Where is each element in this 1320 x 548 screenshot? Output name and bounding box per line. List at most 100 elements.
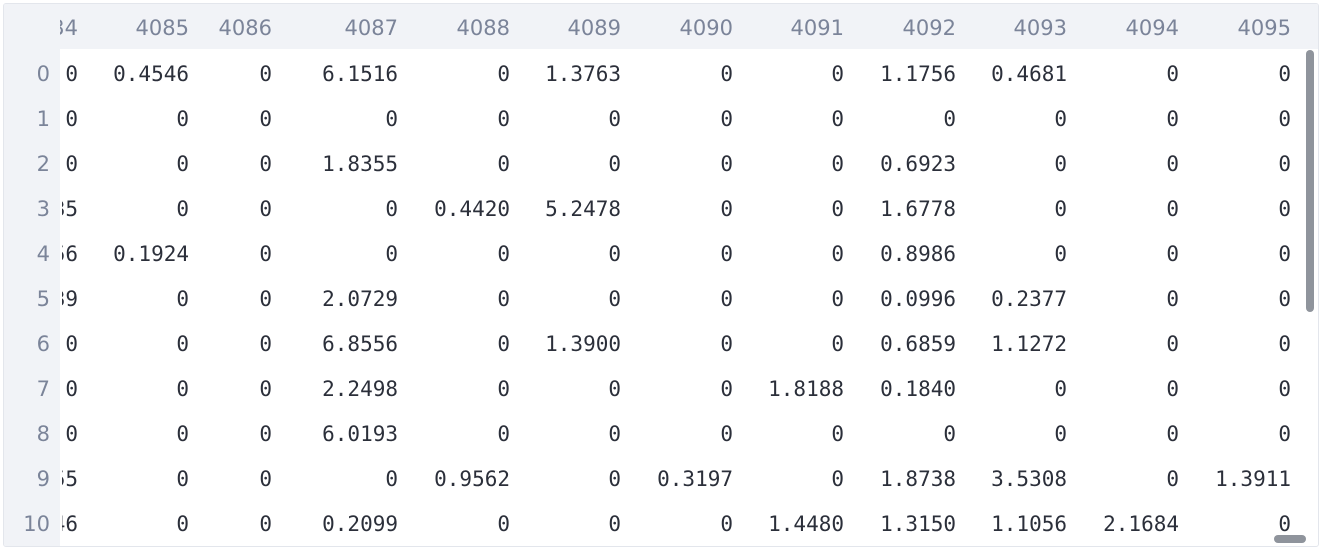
table-cell: 0 bbox=[497, 422, 510, 446]
table-cell: 0 bbox=[176, 287, 189, 311]
table-cell: 0 bbox=[943, 422, 956, 446]
table-cell: 0 bbox=[720, 107, 733, 131]
table-cell-partial: 0 bbox=[65, 107, 78, 131]
table-cell: 0 bbox=[831, 467, 844, 491]
column-header[interactable]: 4094 bbox=[1125, 16, 1179, 40]
table-cell: 0 bbox=[176, 467, 189, 491]
table-cell: 0 bbox=[1054, 377, 1067, 401]
table-cell: 1.8738 bbox=[880, 467, 956, 491]
table-cell: 0 bbox=[608, 152, 621, 176]
table-cell: 0 bbox=[176, 107, 189, 131]
table-cell: 0 bbox=[1166, 467, 1179, 491]
table-cell: 1.3150 bbox=[880, 512, 956, 536]
table-cell-partial: 35 bbox=[52, 197, 78, 221]
table-cell-partial: 0 bbox=[65, 62, 78, 86]
table-cell: 2.2498 bbox=[322, 377, 398, 401]
row-index-label: 8 bbox=[36, 422, 50, 446]
table-cell: 0 bbox=[497, 332, 510, 356]
column-header[interactable]: 4092 bbox=[902, 16, 956, 40]
table-cell: 0.6923 bbox=[880, 152, 956, 176]
column-header[interactable]: 4085 bbox=[135, 16, 189, 40]
table-cell: 0.4681 bbox=[991, 62, 1067, 86]
table-cell: 0 bbox=[385, 467, 398, 491]
table-cell: 0 bbox=[176, 197, 189, 221]
column-header[interactable]: 4091 bbox=[790, 16, 844, 40]
table-cell: 0 bbox=[1278, 377, 1291, 401]
table-cell: 0.1840 bbox=[880, 377, 956, 401]
table-cell: 0 bbox=[1166, 197, 1179, 221]
row-index-column bbox=[4, 4, 60, 546]
table-cell: 0 bbox=[1166, 377, 1179, 401]
table-cell: 0.9562 bbox=[434, 467, 510, 491]
table-cell: 0 bbox=[259, 62, 272, 86]
table-cell: 0 bbox=[720, 242, 733, 266]
table-cell: 0 bbox=[720, 377, 733, 401]
row-index-label: 9 bbox=[36, 467, 50, 491]
table-cell: 0 bbox=[259, 197, 272, 221]
column-header[interactable]: 4088 bbox=[456, 16, 510, 40]
table-cell: 5.2478 bbox=[545, 197, 621, 221]
row-index-label: 2 bbox=[36, 152, 50, 176]
table-cell: 0 bbox=[385, 107, 398, 131]
row-index-label: 7 bbox=[36, 377, 50, 401]
table-cell: 3.5308 bbox=[991, 467, 1067, 491]
dataframe-viewer[interactable]: 34 4085 4086 4087 4088 4089 4090 4091 4092 4093 40… bbox=[3, 3, 1319, 547]
table-cell: 0.3197 bbox=[657, 467, 733, 491]
table-cell: 0 bbox=[831, 62, 844, 86]
row-index-label: 10 bbox=[23, 512, 50, 536]
table-cell: 1.6778 bbox=[880, 197, 956, 221]
table-cell: 0 bbox=[1278, 62, 1291, 86]
table-cell: 0 bbox=[497, 287, 510, 311]
table-cell: 0 bbox=[1054, 107, 1067, 131]
table-cell: 0 bbox=[497, 512, 510, 536]
table-cell-partial: 0 bbox=[65, 422, 78, 446]
table-cell: 0 bbox=[259, 377, 272, 401]
vertical-scrollbar-thumb[interactable] bbox=[1306, 50, 1314, 312]
table-cell: 0 bbox=[497, 62, 510, 86]
column-header[interactable]: 4089 bbox=[567, 16, 621, 40]
table-cell: 0 bbox=[1278, 422, 1291, 446]
table-cell-partial: 0 bbox=[65, 332, 78, 356]
table-cell: 0 bbox=[1166, 332, 1179, 356]
table-cell-partial: 39 bbox=[52, 287, 78, 311]
table-cell: 0 bbox=[497, 377, 510, 401]
table-cell: 0 bbox=[259, 512, 272, 536]
table-cell: 0 bbox=[497, 107, 510, 131]
table-cell: 0.2377 bbox=[991, 287, 1067, 311]
table-cell: 0 bbox=[1054, 422, 1067, 446]
table-cell: 0 bbox=[176, 422, 189, 446]
row-index-label: 4 bbox=[36, 242, 50, 266]
table-cell: 0 bbox=[259, 242, 272, 266]
table-cell: 0 bbox=[1278, 152, 1291, 176]
table-cell: 0 bbox=[831, 287, 844, 311]
table-cell: 0 bbox=[608, 422, 621, 446]
column-header[interactable]: 4093 bbox=[1013, 16, 1067, 40]
table-cell: 0 bbox=[259, 107, 272, 131]
row-index-label: 3 bbox=[36, 197, 50, 221]
table-cell-partial: 0 bbox=[65, 377, 78, 401]
table-cell-partial: 46 bbox=[52, 512, 78, 536]
table-cell: 1.1056 bbox=[991, 512, 1067, 536]
table-cell: 0 bbox=[1278, 512, 1291, 536]
column-header-partial[interactable]: 34 bbox=[51, 16, 78, 40]
column-header[interactable]: 4090 bbox=[679, 16, 733, 40]
row-index-label: 0 bbox=[36, 62, 50, 86]
table-cell: 1.8188 bbox=[768, 377, 844, 401]
table-cell: 0 bbox=[608, 242, 621, 266]
table-cell: 0 bbox=[497, 242, 510, 266]
table-cell: 0 bbox=[831, 422, 844, 446]
table-cell: 0 bbox=[1166, 152, 1179, 176]
table-cell: 0 bbox=[385, 197, 398, 221]
table-cell: 0 bbox=[608, 467, 621, 491]
column-header[interactable]: 4087 bbox=[344, 16, 398, 40]
column-header[interactable]: 4095 bbox=[1237, 16, 1291, 40]
table-cell-partial: 0 bbox=[65, 152, 78, 176]
table-cell: 1.3911 bbox=[1215, 467, 1291, 491]
row-index-label: 1 bbox=[36, 107, 50, 131]
table-cell: 0 bbox=[608, 287, 621, 311]
table-cell: 0 bbox=[720, 152, 733, 176]
table-cell: 6.8556 bbox=[322, 332, 398, 356]
column-header[interactable]: 4086 bbox=[218, 16, 272, 40]
table-cell: 0.2099 bbox=[322, 512, 398, 536]
horizontal-scrollbar-thumb[interactable] bbox=[1274, 535, 1306, 543]
